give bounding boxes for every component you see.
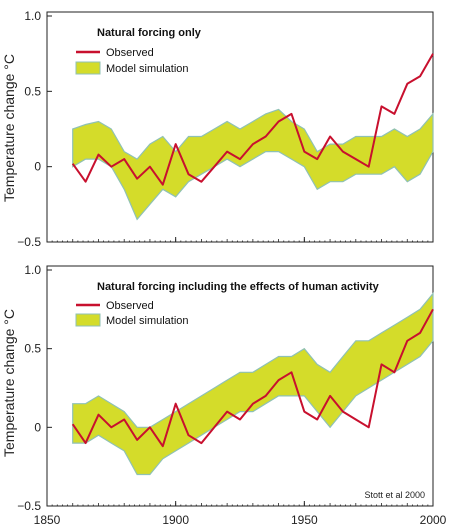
model-simulation-band: [72, 291, 434, 476]
y-tick-label: 0: [34, 420, 41, 434]
legend-observed-label: Observed: [106, 47, 154, 59]
y-axis-label: Temperature change °C: [1, 54, 17, 202]
x-ticks: [46, 237, 434, 242]
observed-line: [71, 53, 434, 186]
x-tick-label: 1950: [291, 513, 318, 527]
y-tick-label: −0.5: [17, 499, 41, 513]
legend-model-swatch: [75, 61, 101, 75]
y-tick-label: 0.5: [24, 342, 41, 356]
plot-frame: [46, 265, 434, 507]
model-simulation-band: [72, 108, 434, 221]
y-tick-label: 0: [34, 160, 41, 174]
panel-natural-plus-human: Temperature change °C −0.5 0 0.5 1.0 1850 19…: [1, 263, 447, 527]
panel-title: Natural forcing including the effects of…: [97, 281, 380, 293]
panel-natural-forcing: Temperature change °C −0.5 0 0.5 1.0 Natura…: [1, 9, 434, 249]
observed-line-layer: [71, 53, 434, 186]
y-ticks: −0.5 0 0.5 1.0: [17, 263, 52, 513]
credit-text: Stott et al 2000: [364, 490, 425, 500]
x-tick-label: 1850: [34, 513, 61, 527]
legend-model-label: Model simulation: [106, 315, 189, 327]
legend-observed-label: Observed: [106, 300, 154, 312]
legend-model-swatch: [75, 313, 101, 327]
panel-title: Natural forcing only: [97, 27, 202, 39]
x-tick-label: 1900: [162, 513, 189, 527]
y-tick-label: −0.5: [17, 235, 41, 249]
model-band-layer: [72, 291, 434, 476]
model-band-layer: [72, 108, 434, 221]
observed-line: [71, 308, 434, 448]
y-ticks: −0.5 0 0.5 1.0: [17, 9, 52, 249]
y-axis-label: Temperature change °C: [1, 309, 17, 457]
y-tick-label: 1.0: [24, 9, 41, 23]
observed-line-layer: [71, 308, 434, 448]
x-tick-label: 2000: [420, 513, 447, 527]
y-tick-label: 1.0: [24, 263, 41, 277]
x-ticks: 1850 1900 1950 2000: [34, 501, 447, 527]
y-tick-label: 0.5: [24, 84, 41, 98]
legend-model-label: Model simulation: [106, 63, 189, 75]
